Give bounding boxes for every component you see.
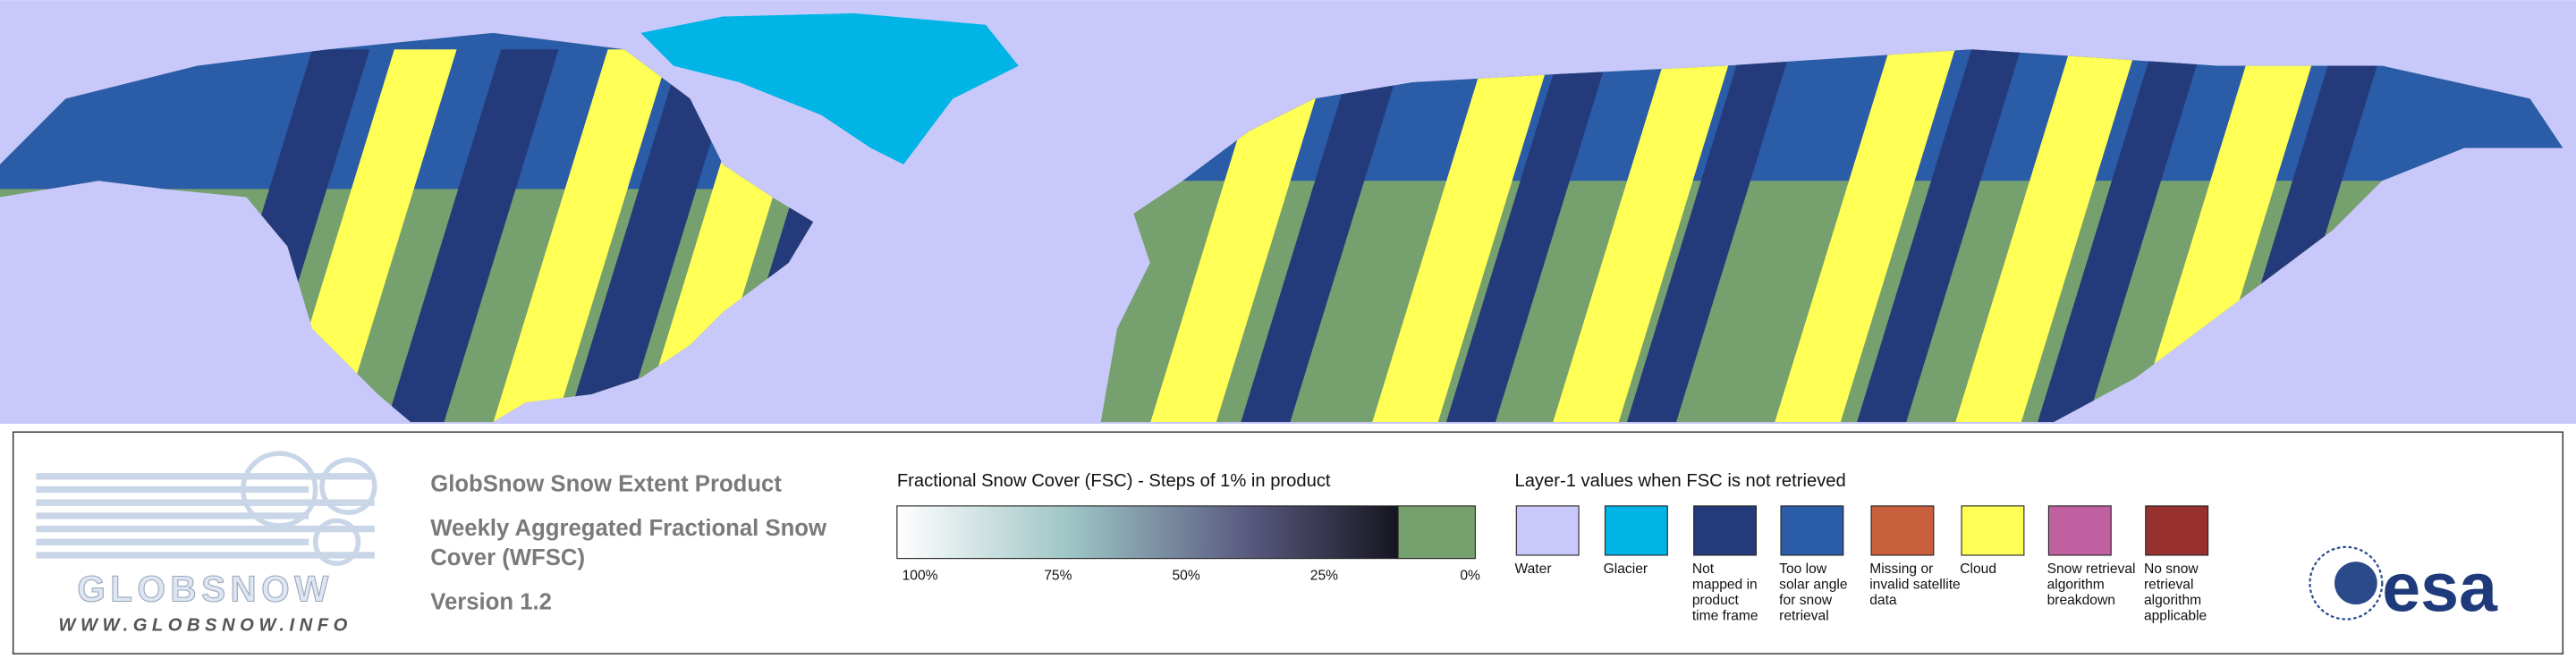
cloud-swath (1149, 49, 1331, 423)
greenland (640, 13, 1019, 165)
esa-emblem (2334, 561, 2377, 605)
product-subtitle: Cover (WFSC) (430, 545, 585, 570)
cloud-swath (493, 49, 671, 423)
colorbar-tick: 50% (1172, 569, 1199, 584)
colorbar-zero (1397, 505, 1476, 560)
layer1-swatch (1870, 505, 1935, 556)
cloud-swath (2135, 49, 2317, 423)
snowflake (312, 518, 361, 566)
layer1-label: No snow (2144, 561, 2199, 577)
layer1-label: applicable (2144, 609, 2207, 624)
layer1-label: breakdown (2047, 593, 2115, 608)
layer1-label: Water (1514, 561, 1551, 577)
logo-url: WWW.GLOBSNOW.INFO (58, 615, 352, 635)
unmapped-swath (1856, 49, 2021, 423)
unmapped-swath (1445, 49, 1610, 423)
cloud-swath (1954, 49, 2136, 423)
product-subtitle: Weekly Aggregated Fractional Snow (430, 516, 827, 541)
layer1-swatch (2145, 505, 2209, 556)
layer1-label: solar angle (1779, 578, 1847, 593)
logo-stripe (36, 485, 309, 494)
layer1-label: Too low (1779, 561, 1827, 577)
layer1-swatch (1515, 505, 1580, 556)
logo-stripe (36, 473, 375, 480)
unmapped-swath (566, 49, 740, 423)
logo-stripe (36, 538, 309, 545)
logo-stripe (36, 499, 375, 506)
layer1-label: Cloud (1960, 561, 1996, 577)
esa-emblem (2309, 545, 2384, 621)
esa-wordmark: esa (2382, 549, 2498, 626)
layer1-label: retrieval (2144, 578, 2194, 593)
cloud-swath (1774, 49, 1955, 423)
layer1-swatch (1961, 505, 2025, 556)
logo-name: GLOBSNOW (77, 568, 333, 609)
layer1-label: for snow (1779, 593, 1833, 608)
logo-stripe (36, 552, 375, 559)
layer1-label: product (1692, 593, 1740, 608)
cloud-swath (279, 49, 457, 423)
layer1-label: algorithm (2047, 578, 2105, 593)
layer1-label: Not (1692, 561, 1715, 577)
colorbar-tick: 100% (902, 569, 938, 584)
layer1-label: mapped in (1692, 578, 1758, 593)
layer1-label: invalid satellite (1869, 578, 1961, 593)
colorbar-tick: 25% (1310, 569, 1338, 584)
map (0, 0, 2576, 425)
unmapped-swath (2037, 49, 2202, 423)
globsnow-logo: GLOBSNOW WWW.GLOBSNOW.INFO (36, 451, 377, 635)
product-title: GlobSnow Snow Extent Product (430, 471, 782, 496)
logo-stripe (36, 512, 309, 519)
colorbar (896, 505, 1399, 560)
layer1-swatch (2047, 505, 2112, 556)
layer1-swatch (1693, 505, 1758, 556)
colorbar-tick: 0% (1460, 569, 1480, 584)
colorbar-tick: 75% (1044, 569, 1072, 584)
unmapped-swath (1240, 49, 1405, 423)
layer1-heading: Layer-1 values when FSC is not retrieved (1514, 471, 1845, 491)
layer1-swatch (1604, 505, 1668, 556)
layer1-label: retrieval (1779, 609, 1829, 624)
eurasia (1100, 49, 2563, 423)
unmapped-swath (1626, 49, 1792, 423)
cloud-swath (1371, 49, 1553, 423)
layer1-label: time frame (1692, 609, 1758, 624)
logo-stripe (36, 525, 375, 533)
cloud-swath (1552, 49, 1733, 423)
snowflake (319, 457, 377, 515)
product-version: Version 1.2 (430, 590, 552, 615)
layer1-label: Snow retrieval (2047, 561, 2136, 577)
layer1-label: Missing or (1869, 561, 1933, 577)
esa-logo: esa (2309, 545, 2498, 626)
layer1-label: Glacier (1604, 561, 1648, 577)
colorbar-label: Fractional Snow Cover (FSC) - Steps of 1… (897, 471, 1331, 491)
layer1-label: data (1869, 593, 1897, 608)
layer1-swatch (1780, 505, 1844, 556)
layer1-label: algorithm (2144, 593, 2201, 608)
unmapped-swath (386, 49, 559, 423)
